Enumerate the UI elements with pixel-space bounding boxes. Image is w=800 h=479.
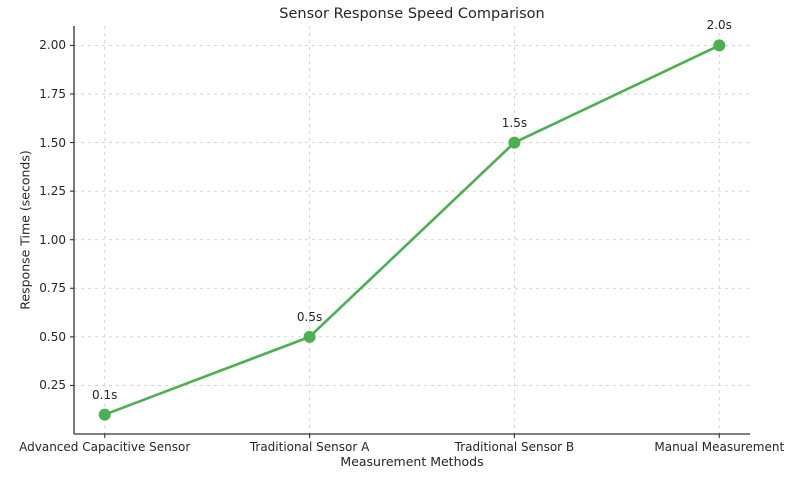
y-tick-label: 1.75 xyxy=(39,87,66,101)
y-tick-label: 2.00 xyxy=(39,38,66,53)
data-point-label: 2.0s xyxy=(706,18,732,33)
x-tick-label: Traditional Sensor B xyxy=(454,440,575,454)
data-point-label: 0.1s xyxy=(92,387,118,402)
y-tick-label: 1.50 xyxy=(39,135,66,150)
y-tick-label: 0.75 xyxy=(39,281,66,296)
chart-title: Sensor Response Speed Comparison xyxy=(279,6,545,22)
data-point-marker xyxy=(303,330,316,343)
data-point-label: 0.5s xyxy=(296,309,323,324)
data-point-marker xyxy=(713,39,726,52)
y-tick-label: 1.00 xyxy=(39,232,66,247)
x-tick-label: Advanced Capacitive Sensor xyxy=(19,440,191,454)
data-point-marker xyxy=(98,408,111,421)
data-point-label: 1.5s xyxy=(501,115,528,130)
x-tick-label: Manual Measurement xyxy=(654,440,785,454)
y-tick-label: 0.50 xyxy=(39,329,66,344)
y-tick-label: 0.25 xyxy=(39,378,66,393)
x-tick-label: Traditional Sensor A xyxy=(249,440,370,454)
y-tick-label: 1.25 xyxy=(39,184,66,199)
response-time-line xyxy=(103,44,721,416)
data-point-marker xyxy=(508,136,521,149)
x-axis-label: Measurement Methods xyxy=(340,454,484,469)
